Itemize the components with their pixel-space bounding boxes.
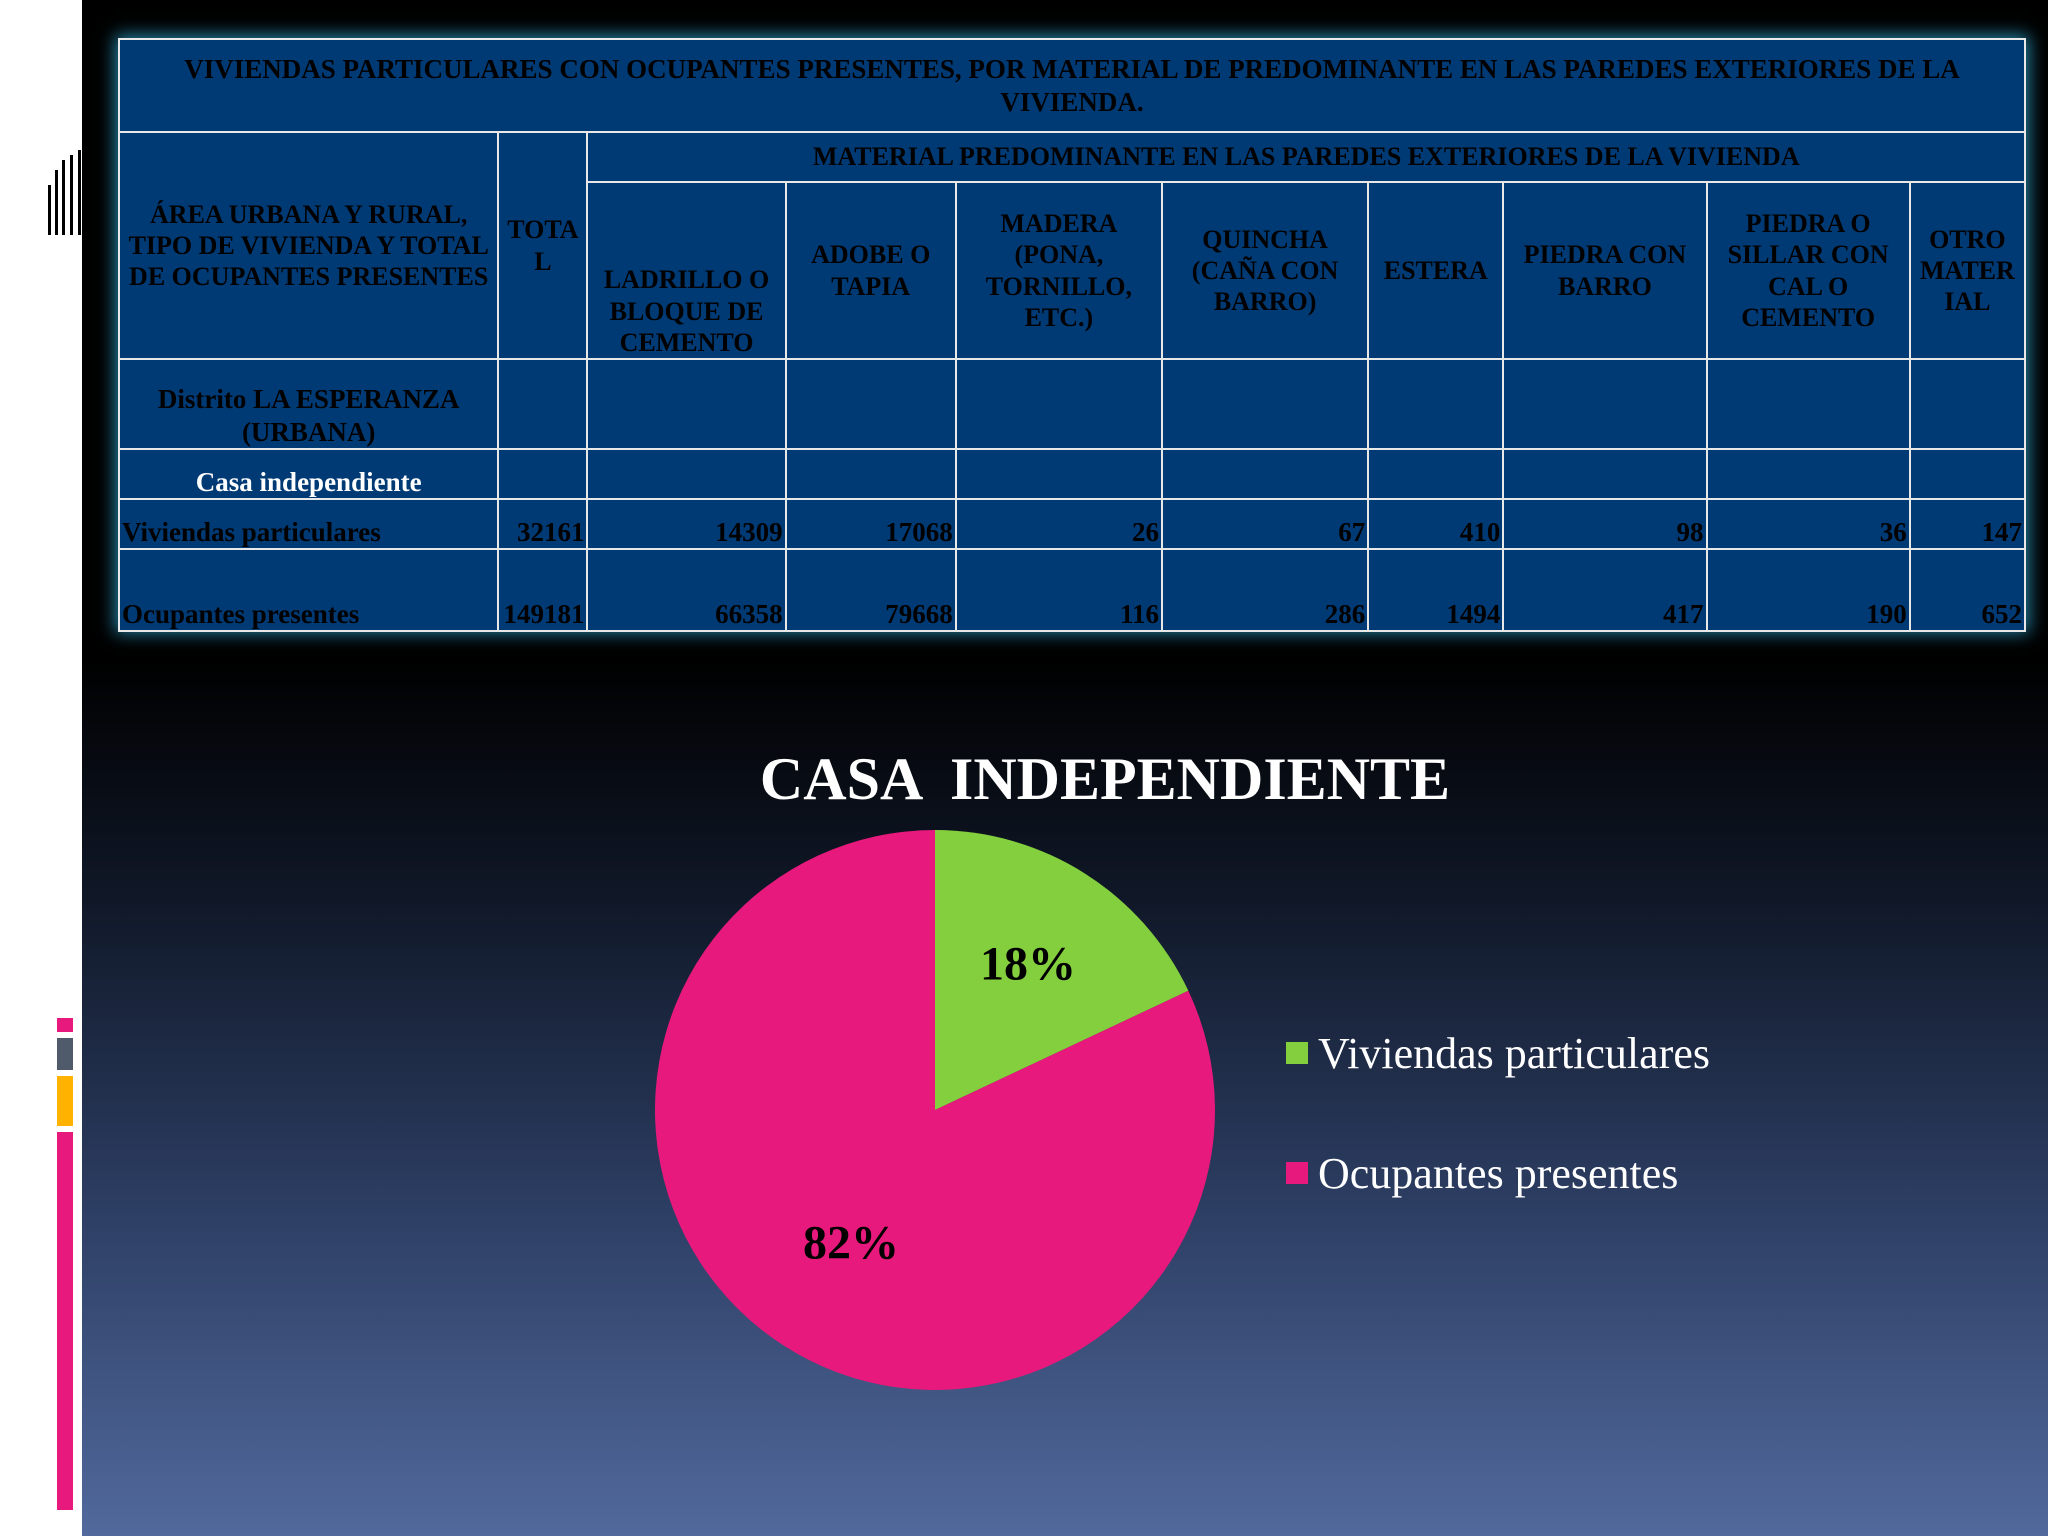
table-row: Viviendas particulares 32161 14309 17068… (117, 498, 2027, 550)
table-cell: 26 (954, 498, 1164, 550)
accent-bar-orange (57, 1076, 73, 1126)
pie-slice (935, 830, 1189, 1110)
table-row: Ocupantes presentes 149181 66358 79668 1… (117, 548, 2027, 632)
column-header: QUINCHA (CAÑA CON BARRO) (1160, 181, 1370, 360)
material-group-header: MATERIAL PREDOMINANTE EN LAS PAREDES EXT… (586, 131, 2026, 183)
pie-chart: 18% 82% (655, 830, 1215, 1390)
table-cell: 410 (1367, 498, 1505, 550)
table-cell: 36 (1705, 498, 1911, 550)
column-header: PIEDRA CON BARRO (1502, 181, 1708, 360)
table-cell: 149181 (497, 548, 589, 632)
row-label: Ocupantes presentes (117, 548, 500, 632)
table-cell: 286 (1160, 548, 1370, 632)
legend-swatch (1286, 1162, 1308, 1184)
accent-bar-pink-long (57, 1132, 73, 1510)
legend-swatch (1286, 1042, 1308, 1064)
column-header: MADERA (PONA, TORNILLO, ETC.) (954, 181, 1164, 360)
column-header: OTRO MATER IAL (1908, 181, 2027, 360)
district-label: Distrito LA ESPERANZA (URBANA) (117, 358, 500, 450)
legend-item: Viviendas particulares (1286, 1025, 1710, 1081)
column-header: ADOBE O TAPIA (784, 181, 957, 360)
accent-bar-gray (57, 1038, 73, 1070)
section-label: Casa independiente (117, 448, 500, 500)
table-cell: 190 (1705, 548, 1911, 632)
row-label: Viviendas particulares (117, 498, 500, 550)
table-cell: 116 (954, 548, 1164, 632)
column-header: LADRILLO O BLOQUE DE CEMENTO (586, 181, 787, 360)
legend-label: Viviendas particulares (1318, 1028, 1710, 1078)
pie-data-label: 82% (803, 1216, 899, 1269)
chart-title: CASA INDEPENDIENTE (759, 746, 1451, 812)
table-cell: 417 (1502, 548, 1708, 632)
pie-slice (655, 830, 1215, 1390)
table-cell: 98 (1502, 498, 1708, 550)
total-header: TOTA L (497, 131, 589, 360)
table-cell: 1494 (1367, 548, 1505, 632)
row-header: ÁREA URBANA Y RURAL, TIPO DE VIVIENDA Y … (117, 131, 500, 360)
legend-label: Ocupantes presentes (1318, 1148, 1679, 1198)
table-cell: 652 (1908, 548, 2027, 632)
legend-item: Ocupantes presentes (1286, 1145, 1710, 1201)
table-cell: 67 (1160, 498, 1370, 550)
housing-materials-table: VIVIENDAS PARTICULARES CON OCUPANTES PRE… (117, 38, 2027, 632)
table-cell: 32161 (497, 498, 589, 550)
pie-data-label: 18% (980, 937, 1076, 990)
accent-bar-pink-top (57, 1018, 73, 1032)
column-header: PIEDRA O SILLAR CON CAL O CEMENTO (1705, 181, 1911, 360)
column-header: ESTERA (1367, 181, 1505, 360)
table-cell: 17068 (784, 498, 957, 550)
table-title: VIVIENDAS PARTICULARES CON OCUPANTES PRE… (118, 38, 2026, 133)
data-table-container: VIVIENDAS PARTICULARES CON OCUPANTES PRE… (117, 38, 2027, 632)
table-cell: 14309 (586, 498, 787, 550)
chart-legend: Viviendas particulares Ocupantes present… (1286, 1025, 1710, 1265)
table-cell: 66358 (586, 548, 787, 632)
table-cell: 147 (1908, 498, 2027, 550)
table-cell: 79668 (784, 548, 957, 632)
